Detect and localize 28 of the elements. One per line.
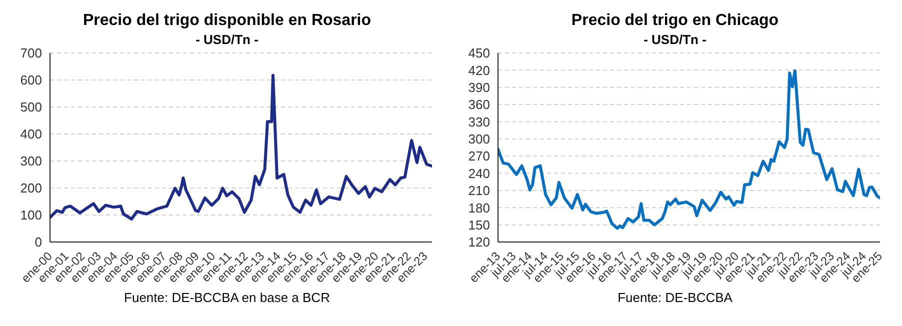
y-tick-label: 120 <box>468 234 490 250</box>
y-tick-label: 240 <box>468 166 490 181</box>
y-tick-label: 360 <box>468 97 490 112</box>
source-note: Fuente: DE-BCCBA en base a BCR <box>124 290 330 305</box>
y-tick-label: 330 <box>468 114 490 130</box>
source-note: Fuente: DE-BCCBA <box>618 290 732 305</box>
chart-subtitle: - USD/Tn - <box>644 32 706 47</box>
y-tick-label: 700 <box>20 46 42 61</box>
y-tick-label: 300 <box>468 132 490 147</box>
y-tick-label: 300 <box>20 154 42 169</box>
y-tick-label: 420 <box>468 62 490 78</box>
y-tick-label: 390 <box>468 80 490 95</box>
y-tick-label: 600 <box>20 72 42 88</box>
y-tick-label: 100 <box>20 208 42 223</box>
chart-subtitle: - USD/Tn - <box>196 32 258 47</box>
y-tick-label: 450 <box>468 46 490 61</box>
line-series <box>50 74 432 221</box>
line-series <box>498 69 880 230</box>
y-tick-label: 0 <box>34 234 42 250</box>
y-tick-label: 500 <box>20 100 42 115</box>
y-tick-label: 270 <box>468 148 490 164</box>
y-tick-label: 150 <box>468 217 490 232</box>
y-tick-label: 210 <box>468 183 490 198</box>
chart-title: Precio del trigo disponible en Rosario <box>82 12 372 30</box>
chart-title: Precio del trigo en Chicago <box>571 12 779 30</box>
y-tick-label: 180 <box>468 200 490 216</box>
y-tick-label: 200 <box>20 180 42 196</box>
y-tick-label: 400 <box>20 126 42 142</box>
